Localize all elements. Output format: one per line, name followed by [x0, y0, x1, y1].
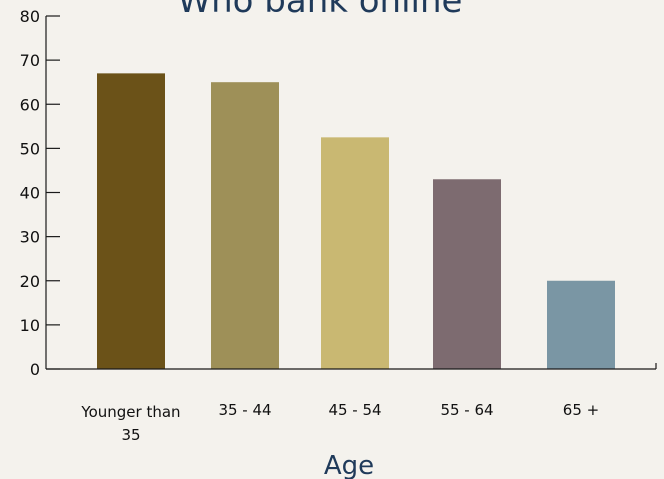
y-axis: 0 10 20 30 40 50 60 70 80: [20, 7, 60, 379]
x-tick-label: 65 +: [563, 401, 599, 419]
bar-1: [97, 73, 165, 370]
y-tick-label: 80: [20, 7, 40, 26]
bar-2: [211, 82, 279, 369]
y-tick-label: 40: [20, 184, 40, 203]
chart-title: Who bank online: [178, 0, 463, 21]
x-tick-label: 35 - 44: [218, 401, 271, 419]
bar-5: [547, 280, 615, 369]
y-tick-label: 20: [20, 272, 40, 291]
y-tick-label: 60: [20, 95, 40, 114]
x-tick-label: Younger than 35: [80, 403, 180, 444]
bar-3: [321, 137, 389, 369]
x-tick-label: 55 - 64: [440, 401, 493, 419]
x-tick-label: 45 - 54: [328, 401, 381, 419]
y-tick-label: 10: [20, 316, 40, 335]
x-axis-label: Age: [324, 451, 374, 479]
bar-4: [433, 179, 501, 369]
y-tick-label: 70: [20, 51, 40, 70]
y-tick-label: 0: [30, 360, 40, 379]
x-axis: Younger than 35 35 - 44 45 - 54 55 - 64 65 +: [80, 363, 657, 444]
y-tick-label: 30: [20, 228, 40, 247]
y-tick-label: 50: [20, 139, 40, 158]
bars-group: [97, 73, 615, 370]
